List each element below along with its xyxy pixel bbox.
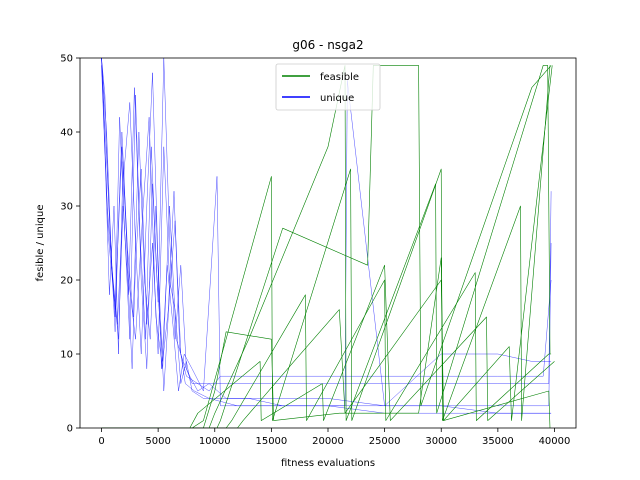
legend-label-unique: unique (320, 93, 354, 104)
y-tick-label: 10 (60, 350, 73, 361)
x-tick-label: 5000 (145, 436, 170, 447)
series-feasible-run-6 (101, 65, 553, 428)
series-feasible-run-5 (101, 264, 555, 428)
series-feasible-run-7 (101, 257, 551, 428)
series-unique-run-1 (101, 58, 552, 407)
plot-lines (101, 58, 555, 428)
y-axis-label: fesible / unique (35, 205, 46, 282)
series-feasible-run-3 (101, 65, 552, 428)
y-tick-label: 50 (60, 54, 73, 65)
y-tick-label: 20 (60, 276, 73, 287)
x-tick-label: 15000 (255, 436, 287, 447)
legend: feasible unique (275, 63, 381, 111)
series-feasible-run-1 (101, 65, 551, 428)
y-tick-label: 30 (60, 202, 73, 213)
x-tick-label: 0 (98, 436, 104, 447)
x-tick-label: 25000 (369, 436, 401, 447)
x-axis-ticks: 0 5000 10000 15000 20000 25000 30000 35000 40000 (98, 428, 570, 447)
series-feasible-run-2 (101, 65, 551, 428)
chart-title: g06 - nsga2 (292, 38, 363, 52)
y-axis-ticks: 0 10 20 30 40 50 (60, 54, 80, 435)
x-tick-label: 40000 (539, 436, 571, 447)
x-tick-label: 35000 (482, 436, 514, 447)
x-axis-label: fitness evaluations (281, 458, 375, 469)
series-unique-run-4 (101, 65, 552, 414)
series-unique-run-6 (101, 58, 552, 414)
x-tick-label: 10000 (199, 436, 231, 447)
x-tick-label: 30000 (425, 436, 457, 447)
series-unique-run-2 (101, 58, 552, 384)
series-feasible-run-4 (101, 272, 552, 428)
y-tick-label: 0 (67, 424, 73, 435)
legend-label-feasible: feasible (320, 72, 359, 83)
y-tick-label: 40 (60, 128, 73, 139)
x-tick-label: 20000 (312, 436, 344, 447)
